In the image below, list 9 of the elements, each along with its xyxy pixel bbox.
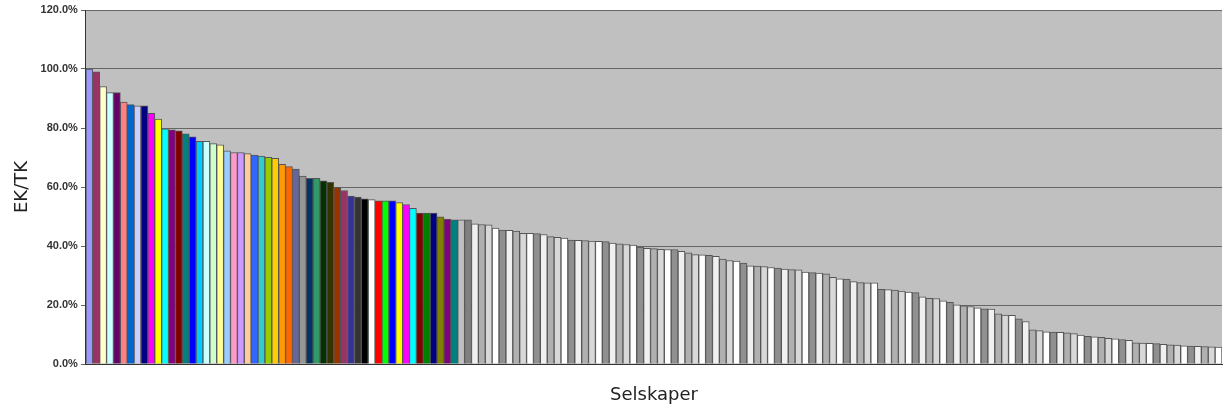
y-tick-label: 80.0% (46, 121, 79, 134)
y-axis-title: EK/TK (10, 159, 32, 214)
y-tick-label: 60.0% (46, 180, 79, 193)
y-tick-label: 100.0% (40, 62, 79, 75)
x-axis-title: Selskaper (609, 382, 699, 404)
y-tick-label: 20.0% (46, 298, 79, 311)
y-tick-label: 40.0% (46, 239, 79, 252)
y-tick-label: 120.0% (40, 3, 79, 16)
y-tick-label: 0.0% (52, 357, 79, 370)
